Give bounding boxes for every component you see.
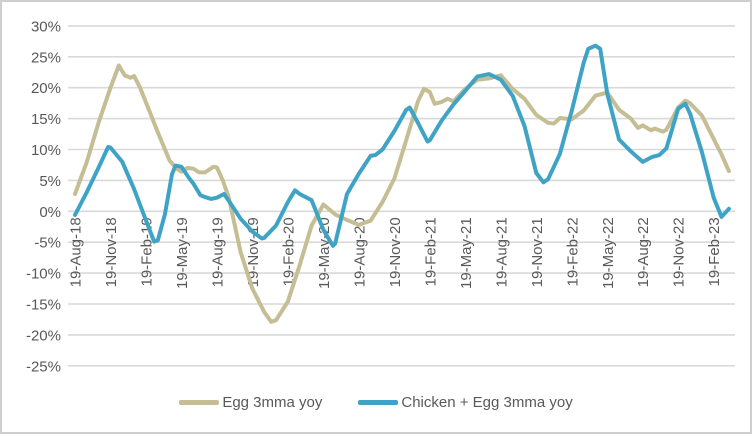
x-axis-label: 19-Nov-18 xyxy=(103,217,120,287)
chicken-egg-series-swatch xyxy=(358,400,399,405)
x-axis-label: 19-May-19 xyxy=(174,217,191,289)
x-axis-label: 19-Aug-21 xyxy=(493,217,510,287)
egg-series-swatch xyxy=(179,400,220,405)
x-axis-label: 19-Feb-20 xyxy=(280,217,297,286)
legend-item-egg: Egg 3mma yoy xyxy=(179,394,322,411)
x-axis-label: 19-Nov-22 xyxy=(671,217,688,287)
y-axis-label: 0% xyxy=(39,204,61,221)
x-axis-label: 19-Feb-23 xyxy=(706,217,723,286)
x-axis-label: 19-Feb-21 xyxy=(422,217,439,286)
x-axis-label: 19-May-21 xyxy=(458,217,475,289)
y-axis-label: 5% xyxy=(39,173,61,190)
legend-item-chicken-egg: Chicken + Egg 3mma yoy xyxy=(358,394,573,411)
y-axis-label: -10% xyxy=(26,266,61,283)
x-axis-label: 19-Feb-22 xyxy=(564,217,581,286)
chart-legend: Egg 3mma yoy Chicken + Egg 3mma yoy xyxy=(2,394,750,411)
chicken-egg-series-label: Chicken + Egg 3mma yoy xyxy=(401,394,573,411)
egg-series-label: Egg 3mma yoy xyxy=(222,394,323,411)
y-axis-label: -25% xyxy=(26,358,61,375)
y-axis-label: -5% xyxy=(34,235,61,252)
egg-series-line xyxy=(73,63,731,324)
x-axis-label: 19-Nov-20 xyxy=(387,217,404,287)
y-axis-label: 10% xyxy=(31,142,61,159)
y-axis-label: -20% xyxy=(26,327,61,344)
y-axis-label: -15% xyxy=(26,297,61,314)
x-axis-label: 19-Nov-21 xyxy=(529,217,546,287)
chicken-egg-series-line xyxy=(73,43,731,248)
y-axis-label: 30% xyxy=(31,18,61,35)
x-axis-label: 19-Aug-22 xyxy=(635,217,652,287)
x-axis-label: 19-Aug-20 xyxy=(351,217,368,287)
y-axis-label: 20% xyxy=(31,80,61,97)
y-axis-label: 25% xyxy=(31,49,61,66)
x-axis-label: 19-Aug-18 xyxy=(68,217,85,287)
x-axis-label: 19-May-22 xyxy=(600,217,617,289)
y-axis-label: 15% xyxy=(31,111,61,128)
x-axis-label: 19-Aug-19 xyxy=(209,217,226,287)
